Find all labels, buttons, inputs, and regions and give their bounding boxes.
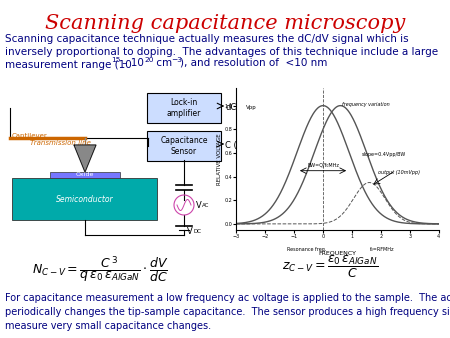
Text: C ( V: C ( V <box>225 141 245 150</box>
Text: DC: DC <box>193 229 201 234</box>
Text: BW=Q/f₀MHz: BW=Q/f₀MHz <box>307 162 339 167</box>
Text: AC: AC <box>202 203 209 208</box>
FancyBboxPatch shape <box>12 178 157 220</box>
Text: $z_{C-V} = \dfrac{\varepsilon_0\,\varepsilon_{AlGaN}}{C}$: $z_{C-V} = \dfrac{\varepsilon_0\,\vareps… <box>282 254 378 280</box>
FancyBboxPatch shape <box>147 131 221 161</box>
Text: Capacitance
Sensor: Capacitance Sensor <box>160 136 208 156</box>
Text: Semiconductor: Semiconductor <box>56 194 113 203</box>
Text: V: V <box>196 201 202 210</box>
Text: 15: 15 <box>111 56 121 63</box>
Text: ac: ac <box>249 143 256 148</box>
Text: Transmission line: Transmission line <box>30 140 91 146</box>
Text: frequency variation: frequency variation <box>342 102 389 107</box>
Text: $N_{C-V} = \dfrac{C^{\,3}}{q\,\varepsilon_0\,\varepsilon_{AlGaN}} \cdot \dfrac{d: $N_{C-V} = \dfrac{C^{\,3}}{q\,\varepsilo… <box>32 254 168 285</box>
X-axis label: FREQUENCY: FREQUENCY <box>319 250 356 255</box>
Text: Scanning capacitance technique actually measures the dC/dV signal which is
inver: Scanning capacitance technique actually … <box>5 34 438 70</box>
Text: – 10: – 10 <box>119 57 144 68</box>
Text: slope=0.4Vpp/BW: slope=0.4Vpp/BW <box>362 152 406 157</box>
Text: dC/dV: dC/dV <box>225 103 250 112</box>
Text: f₀=RFMHz: f₀=RFMHz <box>370 247 394 252</box>
Text: Scanning capacitance microscopy: Scanning capacitance microscopy <box>45 14 405 33</box>
Text: Vpp: Vpp <box>247 105 257 110</box>
Text: Cantilever: Cantilever <box>12 133 48 139</box>
Text: V: V <box>187 227 193 236</box>
Text: Resonance freq.: Resonance freq. <box>288 247 327 252</box>
Text: −3: −3 <box>171 56 182 63</box>
Text: output (10mVpp): output (10mVpp) <box>378 170 420 175</box>
FancyBboxPatch shape <box>50 172 120 178</box>
Text: Lock-in
amplifier: Lock-in amplifier <box>167 98 201 118</box>
Text: For capacitance measurement a low frequency ac voltage is applied to the sample.: For capacitance measurement a low freque… <box>5 293 450 331</box>
Polygon shape <box>74 145 96 172</box>
Y-axis label: RELATIVE VOLTAGE: RELATIVE VOLTAGE <box>216 133 221 185</box>
Text: Oxide: Oxide <box>76 172 94 177</box>
Text: 20: 20 <box>144 56 153 63</box>
Text: ): ) <box>256 141 262 150</box>
Text: ), and resolution of  <10 nm: ), and resolution of <10 nm <box>180 57 328 68</box>
FancyBboxPatch shape <box>147 93 221 123</box>
Text: cm: cm <box>153 57 172 68</box>
